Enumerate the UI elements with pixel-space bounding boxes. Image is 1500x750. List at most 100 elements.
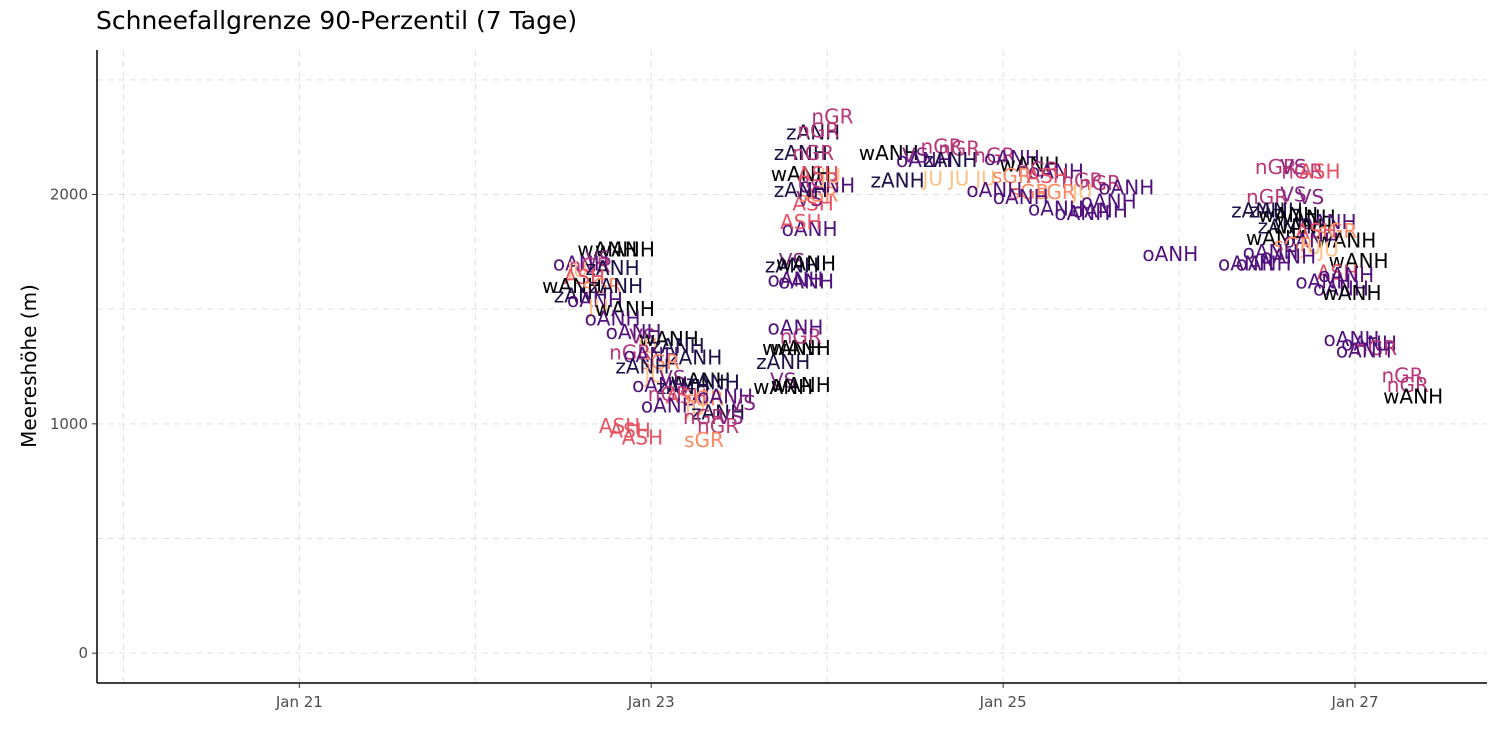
data-point-label: wANH	[859, 141, 919, 165]
data-point-label: nGR	[648, 382, 690, 406]
data-point-label: oANH	[1072, 199, 1128, 223]
data-point-label: oANH	[782, 217, 838, 241]
data-point-label: zANH	[1249, 199, 1303, 223]
chart-title: Schneefallgrenze 90-Perzentil (7 Tage)	[96, 6, 578, 35]
data-point-label: zANH	[774, 141, 828, 165]
x-tick-label: Jan 21	[275, 693, 323, 711]
data-point-label: nGR	[1017, 157, 1059, 181]
data-point-label: sGR	[1010, 180, 1050, 204]
data-point-label: ASH	[609, 419, 650, 443]
y-axis-label: Meereshöhe (m)	[17, 284, 41, 448]
data-point-label: ASH	[792, 192, 833, 216]
data-point-label: VS	[1280, 182, 1306, 206]
data-point-label: ASH	[666, 384, 707, 408]
data-point-label: wANH	[1329, 249, 1389, 273]
data-point-label: sGR	[1318, 219, 1358, 243]
data-point-label: nGR	[1382, 364, 1424, 388]
data-points: wANHwANHVSoANHnGRJUzANHASHwANHsGRzANHzAN…	[542, 105, 1443, 452]
data-point-label: ASH	[1296, 219, 1337, 243]
data-point-label: oANH	[1142, 242, 1198, 266]
data-point-label: wANH	[762, 336, 822, 360]
data-point-label: wANH	[595, 238, 655, 262]
data-point-label: zANH	[786, 121, 840, 145]
data-point-label: wANH	[639, 327, 699, 351]
data-point-label: wANH	[577, 238, 637, 262]
data-point-label: zANH	[756, 350, 810, 374]
data-point-label: oANH	[1028, 160, 1084, 184]
data-point-label: wANH	[1246, 226, 1306, 250]
data-point-label: sGR	[1036, 180, 1076, 204]
y-axis-ticks: 0 1000 2000	[50, 185, 97, 662]
data-point-label: nGR	[683, 405, 725, 429]
data-point-label: zANH	[686, 371, 740, 395]
data-point-label: JU	[947, 166, 970, 190]
data-point-label: oANH	[799, 173, 855, 197]
data-point-label: zANH	[589, 274, 643, 298]
data-point-label: oANH	[1341, 332, 1397, 356]
data-point-label: nGR	[780, 325, 822, 349]
data-point-label: VS	[585, 247, 611, 271]
data-point-label: ASH	[564, 265, 605, 289]
data-point-label: oANH	[768, 316, 824, 340]
data-point-label: JU	[565, 258, 588, 282]
data-point-label: nGR	[938, 137, 980, 161]
data-point-label: zANH	[1231, 199, 1285, 223]
data-point-label: ASH	[599, 414, 640, 438]
data-point-label: oANH	[1054, 201, 1110, 225]
data-point-label: nGR	[1061, 169, 1103, 193]
axes	[96, 50, 1487, 684]
data-point-label: nGR	[1355, 336, 1397, 360]
data-point-label: oANH	[778, 270, 834, 294]
data-point-label: VS	[659, 366, 685, 390]
data-point-label: sGR	[992, 164, 1032, 188]
data-point-label: VS	[796, 187, 822, 211]
data-point-label: zANH	[668, 345, 722, 369]
data-point-label: oANH	[1260, 244, 1316, 268]
data-point-label: oANH	[1318, 263, 1374, 287]
x-tick-label: Jan 23	[627, 693, 675, 711]
data-point-label: oANH	[567, 288, 623, 312]
data-point-label: oANH	[1336, 338, 1392, 362]
data-point-label: JU	[683, 396, 706, 420]
data-point-label: wANH	[1000, 153, 1060, 177]
data-point-label: nGR	[1255, 155, 1297, 179]
data-point-label: VS	[770, 368, 796, 392]
data-point-label: wANH	[1276, 205, 1336, 229]
data-point-label: VS	[730, 391, 756, 415]
data-point-label: ASH	[798, 162, 839, 186]
data-point-label: sGR	[1274, 233, 1314, 257]
data-point-label: wANH	[1321, 281, 1381, 305]
data-point-label: JU	[1299, 235, 1322, 259]
data-point-label: wANH	[771, 373, 831, 397]
data-point-label: oANH	[1301, 210, 1357, 234]
data-point-label: JU	[920, 166, 943, 190]
data-point-label: JU	[818, 164, 841, 188]
x-tick-label: Jan 27	[1331, 693, 1379, 711]
data-point-label: JU	[1316, 238, 1339, 262]
data-point-label: oANH	[632, 373, 688, 397]
data-point-label: nGR	[1281, 160, 1323, 184]
data-point-label: sGR	[684, 428, 724, 452]
data-point-label: wANH	[776, 251, 836, 275]
data-point-label: wANH	[1272, 215, 1332, 239]
data-point-label: zANH	[554, 283, 608, 307]
x-tick-label: Jan 25	[979, 693, 1027, 711]
data-point-label: wANH	[1316, 228, 1376, 252]
x-axis-ticks: Jan 21 Jan 23 Jan 25 Jan 27	[275, 683, 1379, 711]
data-point-label: ASH	[1299, 160, 1340, 184]
data-point-label: nGR	[1079, 171, 1121, 195]
data-point-label: nGR	[921, 134, 963, 158]
data-point-label: wANH	[1258, 203, 1318, 227]
data-point-label: zANH	[774, 178, 828, 202]
data-point-label: sGR	[798, 182, 838, 206]
data-point-label: ASH	[780, 210, 821, 234]
data-point-label: zANH	[656, 375, 710, 399]
data-point-label: zANH	[585, 256, 639, 280]
grid-lines	[97, 50, 1487, 683]
data-point-label: VS	[1280, 155, 1306, 179]
data-point-label: sGR	[684, 387, 724, 411]
data-point-label: oANH	[641, 393, 697, 417]
data-point-label: zANH	[1258, 215, 1312, 239]
data-point-label: JU	[635, 334, 658, 358]
